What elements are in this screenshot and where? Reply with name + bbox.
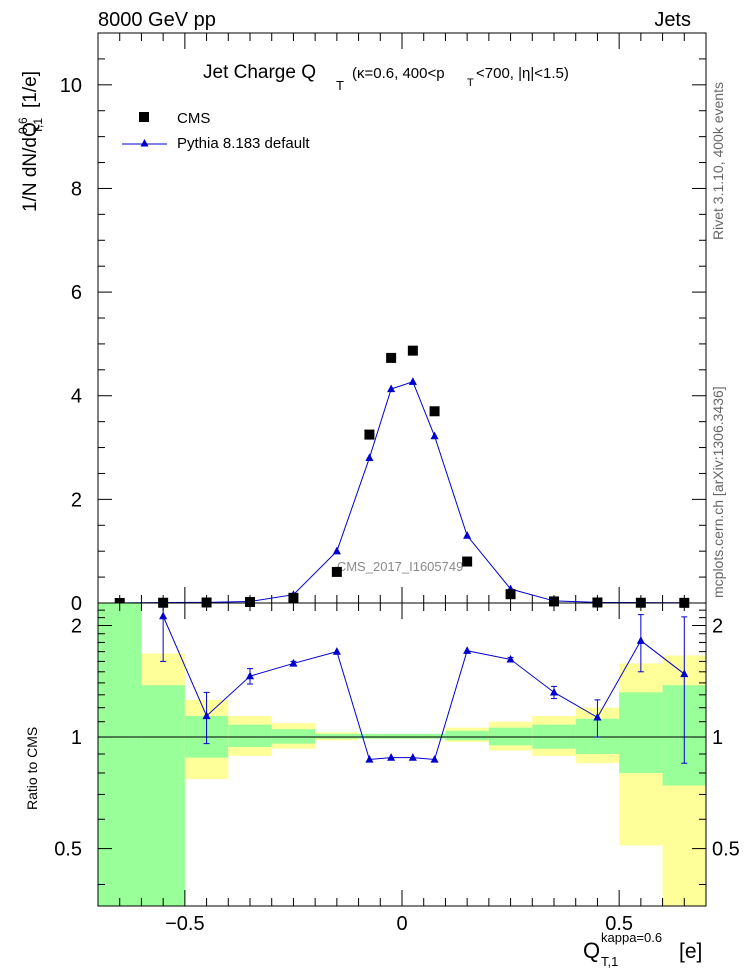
mc-point [408,377,417,385]
main-y-tick-label: 8 [71,178,82,200]
x-tick-label: 0 [396,913,407,935]
ratio-axis-ticks [97,603,707,906]
cms-point [364,429,375,440]
ratio-uncertainty-bands [98,603,706,906]
ratio-band-inner [358,733,381,739]
ratio-y-tick-labels: 0.5 0.5 1 1 2 2 [54,615,740,860]
ratio-point [463,646,472,654]
mc-point [332,546,341,555]
cms-point [549,596,559,607]
ratio-band-inner [271,729,316,744]
main-axis-ticks [97,32,707,604]
ratio-band-inner [228,724,272,748]
ratio-panel: 0.5 0.5 1 1 2 2 −0.5 0 0.5 [54,602,740,935]
ratio-point [549,687,559,696]
main-y-tick-label: 10 [60,75,82,97]
ratio-band-inner [488,727,533,746]
plot-title: Jet Charge Q T (κ=0.6, 400<p T <700, |η|… [203,62,569,93]
ratio-point [202,711,211,720]
ratio-band-inner [98,603,142,906]
main-y-tick-label: 6 [71,282,82,304]
legend-mc-marker [140,139,149,147]
main-y-tick-labels: 0 2 4 6 8 10 [60,75,82,615]
x-tick-label: 0.5 [605,913,633,935]
mc-point [430,431,439,440]
ratio-band-inner [423,733,446,739]
cms-point [407,345,418,356]
main-ylabel-prefix: 1/N dN/dQ [20,122,41,212]
mc-point [463,531,472,539]
ratio-y-tick-label-right: 2 [712,615,723,637]
ratio-point [365,754,374,763]
main-y-axis-label: 1/N dN/dQ 0.6 T,1 [1/e] [16,71,45,212]
cms-point [592,597,603,608]
title-sub: T [336,78,344,93]
energy-label: 8000 GeV pp [98,9,216,31]
ratio-band-inner [141,685,185,906]
cms-point [505,589,516,600]
ratio-point [387,753,396,761]
ratio-point [332,647,341,655]
ratio-point [245,671,255,680]
ratio-y-tick-label-right: 0.5 [712,839,740,861]
legend-cms-label: CMS [177,110,210,127]
x-tick-label: −0.5 [165,913,204,935]
main-panel: 0 2 4 6 8 10 CMS_2017_I1605749 [60,32,707,615]
rivet-label: Rivet 3.1.10, 400k events [710,82,726,240]
process-label: Jets [654,9,691,31]
ratio-point [408,753,417,761]
ratio-point [430,754,439,763]
cms-point [386,352,397,363]
legend-mc-label: Pythia 8.183 default [177,135,310,152]
xlabel-main: Q [583,938,600,963]
ratio-point [159,611,168,620]
ratio-band-inner [445,730,489,741]
ratio-y-axis-label: Ratio to CMS [24,727,40,810]
mc-point [365,453,374,462]
ratio-band-inner [380,733,402,739]
title-cuts-end: <700, |η|<1.5) [476,65,569,82]
legend: CMS Pythia 8.183 default [122,110,310,152]
ratio-point [506,654,515,663]
title-cuts: (κ=0.6, 400<p [352,65,445,82]
cms-point [201,597,212,608]
ratio-band-inner [402,733,424,739]
xlabel-sub: T,1 [601,954,618,969]
ratio-y-tick-label: 0.5 [54,839,82,861]
ratio-band-inner [619,692,663,773]
cms-point [288,592,299,603]
title-cuts-sub: T [467,77,474,89]
cms-point [245,596,255,607]
x-axis-label: Q kappa=0.6 T,1 [e] [583,930,702,969]
ratio-point [593,712,602,721]
ratio-point [289,658,298,667]
ratio-point [680,669,689,678]
mc-curve [119,381,685,604]
mcplots-label: mcplots.cern.ch [arXiv:1306.3436] [710,386,726,598]
main-ylabel-unit: [1/e] [20,71,41,108]
main-y-tick-label: 2 [71,489,82,511]
cms-point [429,406,440,417]
main-y-tick-label: 4 [71,386,82,408]
ratio-y-tick-label: 1 [71,727,82,749]
mc-point [387,384,396,393]
xlabel-unit: [e] [679,940,702,963]
title-main: Jet Charge Q [203,62,316,83]
cms-point [331,566,342,577]
ratio-band-inner [315,733,359,739]
ratio-point [636,636,645,644]
ratio-mc-series [159,602,689,764]
x-tick-labels: −0.5 0 0.5 [165,913,633,935]
cms-point [462,556,473,567]
main-ylabel-sup: 0.6 [16,117,30,134]
ratio-y-tick-label-right: 1 [712,727,723,749]
analysis-watermark: CMS_2017_I1605749 [337,559,464,574]
legend-cms-marker [139,112,149,122]
main-y-tick-label: 0 [71,593,82,615]
xlabel-sup: kappa=0.6 [601,930,662,945]
ratio-y-tick-label: 2 [71,615,82,637]
main-ylabel-sub: T,1 [31,118,45,134]
